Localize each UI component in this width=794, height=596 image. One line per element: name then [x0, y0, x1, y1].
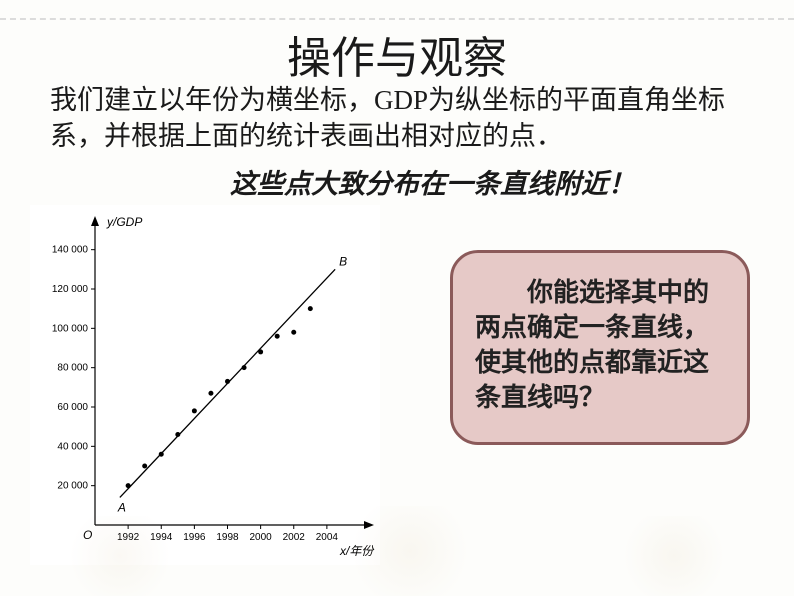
gdp-scatter-chart: 20 000 40 000 60 000 80 000 100 000 120 000 14… — [30, 205, 380, 565]
page-title: 操作与观察 — [0, 22, 794, 86]
decorative-blur-1 — [60, 516, 180, 596]
svg-text:120 000: 120 000 — [52, 284, 89, 295]
svg-text:A: A — [117, 500, 126, 514]
svg-text:1996: 1996 — [183, 532, 206, 543]
svg-text:B: B — [339, 254, 347, 268]
svg-text:y/GDP: y/GDP — [106, 215, 142, 229]
svg-text:140 000: 140 000 — [52, 245, 89, 256]
svg-text:2000: 2000 — [250, 532, 273, 543]
decorative-blur-2 — [340, 506, 480, 596]
svg-text:2002: 2002 — [283, 532, 306, 543]
top-dashed-border — [0, 18, 794, 20]
emphasis-line: 这些点大致分布在一条直线附近！ — [230, 162, 764, 201]
svg-text:40 000: 40 000 — [57, 441, 88, 452]
svg-text:100 000: 100 000 — [52, 323, 89, 334]
speech-bubble: 你能选择其中的两点确定一条直线，使其他的点都靠近这条直线吗？ — [450, 250, 750, 445]
svg-text:2004: 2004 — [316, 532, 339, 543]
svg-text:20 000: 20 000 — [57, 481, 88, 492]
body-paragraph: 我们建立以年份为横坐标，GDP为纵坐标的平面直角坐标系，并根据上面的统计表画出相… — [50, 82, 744, 155]
svg-text:60 000: 60 000 — [57, 402, 88, 413]
chart-svg: 20 000 40 000 60 000 80 000 100 000 120 000 14… — [30, 205, 380, 565]
svg-text:1998: 1998 — [216, 532, 239, 543]
decorative-blur-3 — [614, 516, 734, 596]
svg-text:80 000: 80 000 — [57, 363, 88, 374]
bubble-text: 你能选择其中的两点确定一条直线，使其他的点都靠近这条直线吗？ — [475, 278, 709, 412]
